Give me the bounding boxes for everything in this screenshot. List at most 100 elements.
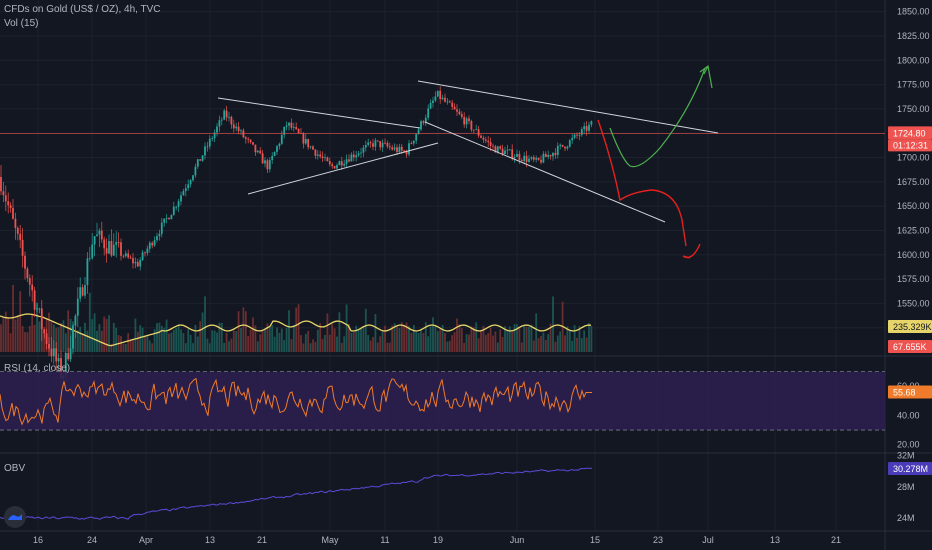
volume-bar	[403, 325, 406, 352]
candle-body	[223, 110, 226, 120]
candle-body	[67, 352, 70, 360]
candle-body	[544, 153, 547, 157]
volume-bar	[74, 332, 77, 352]
price-axis-tick-label: 1775.00	[897, 80, 930, 90]
candle-body	[487, 140, 490, 143]
candle-body	[141, 252, 144, 261]
volume-bar	[295, 307, 298, 352]
volume-bar	[564, 335, 566, 352]
volume-bar	[122, 343, 125, 352]
candle-body	[410, 143, 413, 145]
candle-body	[489, 142, 492, 146]
candle-body	[412, 140, 415, 144]
candle-body	[81, 287, 84, 296]
volume-bar	[0, 324, 2, 352]
tradingview-logo-icon[interactable]	[4, 506, 26, 528]
volume-bar	[26, 332, 29, 352]
volume-bar	[472, 327, 475, 352]
volume-bar	[590, 325, 593, 352]
candle-body	[355, 155, 358, 158]
volume-bar	[163, 327, 166, 352]
volume-bar	[420, 329, 422, 352]
volume-bar	[115, 327, 118, 352]
candle-body	[177, 201, 180, 207]
volume-bar	[268, 325, 271, 352]
obv-axis-tick-label: 24M	[897, 513, 915, 523]
candle-body	[309, 146, 312, 148]
volume-bar	[506, 330, 509, 352]
volume-bar	[283, 340, 286, 352]
candle-body	[218, 120, 221, 127]
volume-bar	[494, 331, 497, 352]
volume-bar	[4, 311, 7, 352]
candle-body	[304, 138, 307, 144]
candle-body	[364, 144, 367, 148]
candle-body	[324, 157, 326, 159]
candle-body	[172, 206, 175, 215]
volume-bar	[360, 328, 362, 352]
time-axis-tick-label: 15	[590, 535, 600, 545]
volume-bar	[458, 323, 461, 352]
volume-bar	[100, 330, 103, 352]
price-axis-tick-label: 1650.00	[897, 201, 930, 211]
volume-bar	[240, 327, 242, 352]
candle-body	[93, 236, 96, 245]
volume-bar	[576, 337, 578, 352]
candle-body	[343, 163, 346, 166]
volume-bar	[352, 332, 355, 352]
volume-bar	[439, 329, 442, 352]
volume-bar	[465, 334, 468, 352]
volume-bar	[16, 315, 19, 352]
volume-bar	[475, 322, 478, 352]
candle-body	[328, 161, 331, 165]
volume-bar	[249, 329, 252, 352]
volume-bar	[141, 327, 144, 352]
candle-body	[280, 134, 283, 144]
candle-body	[573, 134, 576, 138]
volume-bar	[19, 291, 22, 352]
candle-body	[460, 114, 463, 117]
candle-body	[405, 151, 408, 155]
time-axis-tick-label: 13	[205, 535, 215, 545]
volume-bar	[60, 323, 62, 352]
candle-body	[453, 106, 456, 110]
obv-last-badge: 30.278M	[893, 464, 928, 474]
volume-bar	[64, 333, 67, 352]
candle-body	[225, 110, 228, 118]
candle-body	[561, 144, 564, 147]
candle-body	[288, 122, 290, 126]
time-axis-tick-label: Jun	[510, 535, 525, 545]
candle-body	[129, 257, 132, 259]
volume-bar	[477, 338, 480, 352]
candle-body	[352, 154, 355, 158]
candle-body	[326, 157, 329, 162]
volume-bar	[129, 340, 132, 352]
candle-body	[182, 191, 185, 196]
volume-bar	[170, 332, 173, 352]
volume-bar	[172, 329, 175, 352]
volume-bar	[528, 326, 530, 352]
time-axis-tick-label: Apr	[139, 535, 153, 545]
volume-bar	[345, 304, 348, 352]
volume-bar	[76, 330, 79, 352]
volume-bar	[571, 340, 574, 352]
candle-body	[518, 153, 521, 160]
volume-bar	[304, 333, 307, 352]
volume-bar	[525, 326, 528, 352]
volume-bar	[319, 323, 322, 352]
candle-body	[362, 147, 365, 153]
volume-bar	[309, 343, 312, 352]
candle-body	[24, 255, 26, 269]
candle-body	[372, 143, 374, 147]
candle-body	[381, 142, 384, 148]
volume-bar	[417, 333, 420, 352]
candle-body	[302, 133, 305, 144]
volume-bar	[139, 325, 142, 352]
volume-bar	[146, 335, 149, 352]
candle-body	[379, 141, 382, 148]
volume-bar	[184, 343, 187, 352]
candle-body	[456, 109, 458, 112]
volume-bar	[355, 325, 358, 352]
volume-bar	[160, 325, 163, 352]
